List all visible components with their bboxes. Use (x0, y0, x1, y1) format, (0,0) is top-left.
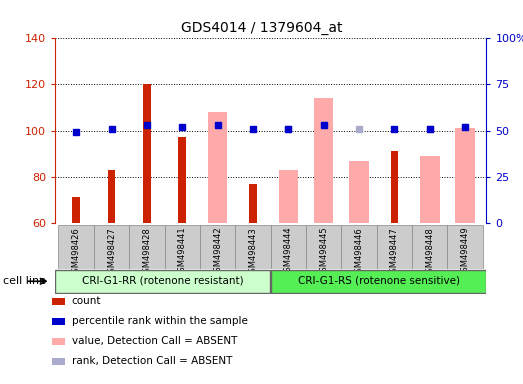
Text: rank, Detection Call = ABSENT: rank, Detection Call = ABSENT (72, 356, 232, 366)
Bar (377, 225, 412, 269)
Text: GSM498446: GSM498446 (355, 227, 363, 278)
Bar (279, 170, 298, 223)
Text: cell line: cell line (3, 276, 46, 286)
Bar (349, 161, 369, 223)
Text: value, Detection Call = ABSENT: value, Detection Call = ABSENT (72, 336, 237, 346)
Bar (165, 225, 200, 269)
Bar (143, 84, 151, 223)
Bar (249, 184, 257, 223)
Bar (448, 225, 483, 269)
Bar (208, 112, 228, 223)
Bar (94, 225, 129, 269)
Text: percentile rank within the sample: percentile rank within the sample (72, 316, 247, 326)
Text: GSM498428: GSM498428 (142, 227, 151, 278)
Text: GSM498442: GSM498442 (213, 227, 222, 278)
Bar (55, 270, 270, 293)
Bar (178, 137, 186, 223)
Text: GSM498427: GSM498427 (107, 227, 116, 278)
Text: GSM498448: GSM498448 (425, 227, 434, 278)
Bar (72, 197, 80, 223)
Bar (306, 225, 342, 269)
Bar (420, 156, 439, 223)
Bar (129, 225, 165, 269)
Text: count: count (72, 296, 101, 306)
Text: GSM498426: GSM498426 (72, 227, 81, 278)
Bar (412, 225, 448, 269)
Text: GSM498444: GSM498444 (284, 227, 293, 278)
Text: GDS4014 / 1379604_at: GDS4014 / 1379604_at (181, 21, 342, 35)
Bar (235, 225, 271, 269)
Bar (342, 225, 377, 269)
Bar (391, 151, 399, 223)
Bar (108, 170, 116, 223)
Text: GSM498447: GSM498447 (390, 227, 399, 278)
Bar (456, 128, 475, 223)
Bar (271, 270, 486, 293)
Bar (200, 225, 235, 269)
Text: GSM498441: GSM498441 (178, 227, 187, 278)
Text: CRI-G1-RS (rotenone sensitive): CRI-G1-RS (rotenone sensitive) (298, 276, 460, 286)
Text: GSM498445: GSM498445 (319, 227, 328, 278)
Text: CRI-G1-RR (rotenone resistant): CRI-G1-RR (rotenone resistant) (82, 276, 244, 286)
Text: GSM498449: GSM498449 (461, 227, 470, 278)
Bar (314, 98, 334, 223)
Text: GSM498443: GSM498443 (248, 227, 257, 278)
Bar (271, 225, 306, 269)
Bar (59, 225, 94, 269)
